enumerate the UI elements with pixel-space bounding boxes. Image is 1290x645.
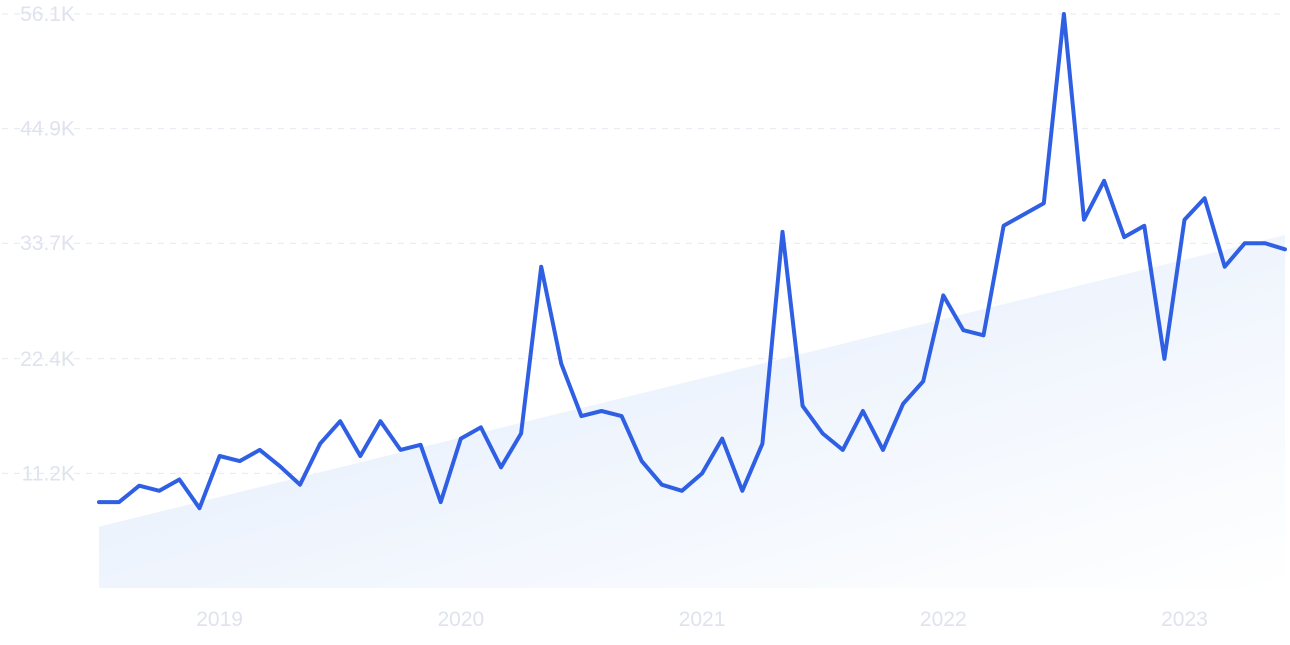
data-point: [921, 379, 925, 383]
data-point: [620, 414, 624, 418]
data-point: [1223, 265, 1227, 269]
data-point: [459, 437, 463, 441]
y-tick-label: 33.7K: [20, 232, 75, 255]
data-point: [579, 414, 584, 418]
data-point: [519, 431, 523, 436]
x-tick-label: 2020: [437, 608, 484, 631]
data-point: [1001, 224, 1006, 228]
data-point: [1042, 201, 1046, 205]
x-tick-label: 2022: [920, 608, 967, 631]
data-point: [780, 230, 785, 234]
data-point: [1162, 357, 1166, 361]
series-group: [97, 12, 1287, 511]
data-point: [660, 483, 664, 487]
data-point: [419, 443, 423, 447]
data-point: [177, 477, 182, 482]
data-point: [157, 489, 161, 493]
data-point: [700, 471, 704, 476]
data-point: [680, 489, 684, 493]
data-point: [439, 500, 443, 504]
data-point: [1182, 218, 1187, 222]
data-point: [821, 431, 825, 436]
data-point: [278, 464, 282, 468]
data-point: [760, 442, 764, 446]
data-point: [298, 483, 302, 487]
data-point: [901, 402, 905, 406]
trend-area: [99, 235, 1285, 588]
data-point: [539, 265, 543, 269]
data-point: [1062, 12, 1066, 16]
data-point: [1082, 218, 1086, 222]
data-point: [941, 293, 945, 297]
data-point: [981, 333, 986, 337]
data-point: [218, 454, 222, 458]
data-point: [117, 500, 121, 504]
data-point: [1263, 241, 1267, 245]
x-axis-labels: 2019 2020 2021 2022 2023: [196, 608, 1208, 631]
data-point: [841, 448, 845, 452]
data-point: [800, 404, 805, 408]
data-point: [137, 484, 141, 488]
x-tick-label: 2023: [1161, 608, 1208, 631]
data-point: [559, 362, 563, 366]
data-point: [881, 448, 885, 452]
data-point: [479, 425, 483, 429]
data-point: [720, 437, 724, 441]
data-point: [1243, 241, 1247, 245]
data-point: [740, 489, 744, 493]
y-axis-labels: 56.1K 44.9K 33.7K 22.4K 11.2K: [20, 3, 75, 485]
y-tick-label: 22.4K: [20, 348, 75, 371]
data-point: [197, 506, 202, 510]
data-point: [1283, 247, 1287, 251]
data-point: [398, 448, 403, 452]
y-tick-label: 44.9K: [20, 118, 75, 141]
data-point: [1022, 212, 1026, 217]
data-point: [258, 448, 262, 452]
data-point: [318, 442, 322, 446]
y-tick-label: 11.2K: [22, 462, 75, 485]
data-point: [499, 465, 503, 469]
data-point: [1102, 179, 1106, 183]
data-point: [338, 419, 342, 423]
series-line: [97, 12, 1287, 511]
data-point: [97, 500, 101, 504]
data-point: [1142, 224, 1146, 228]
data-point: [378, 419, 383, 423]
data-point: [1122, 235, 1126, 239]
data-point: [599, 409, 604, 413]
data-point: [358, 454, 362, 458]
x-tick-label: 2019: [196, 608, 243, 631]
trend-area-group: [99, 235, 1285, 588]
y-tick-label: 56.1K: [20, 3, 75, 26]
data-point: [238, 459, 242, 463]
data-point: [861, 409, 865, 413]
data-point: [961, 328, 965, 332]
x-tick-label: 2021: [679, 608, 726, 631]
data-point: [1202, 196, 1207, 200]
data-point: [640, 459, 644, 463]
